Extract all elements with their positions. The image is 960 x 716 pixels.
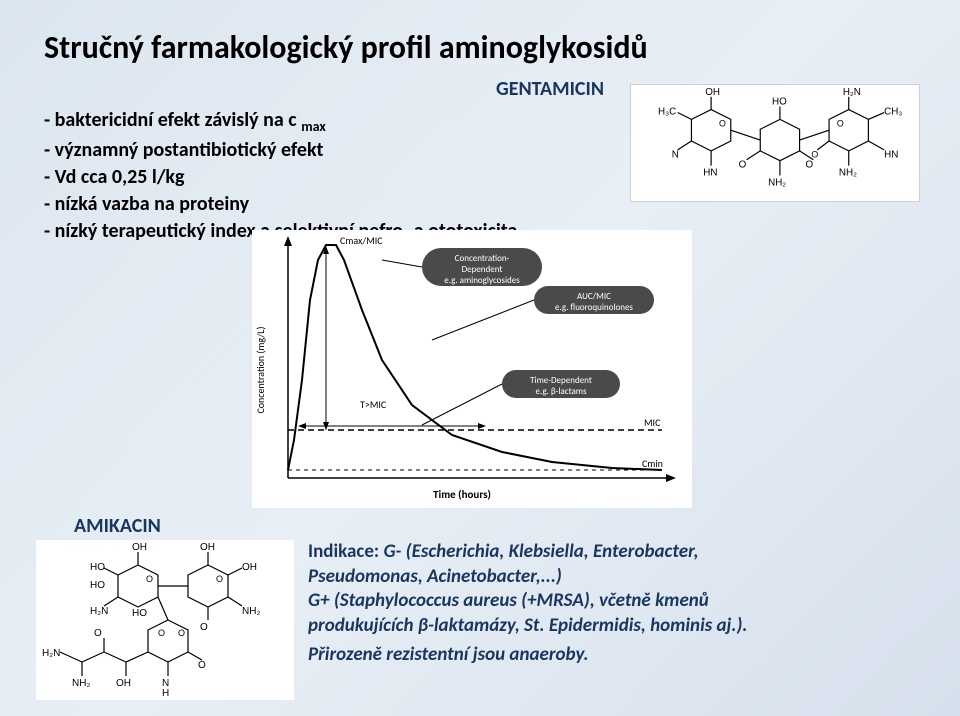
svg-text:H₂N: H₂N bbox=[843, 87, 861, 98]
svg-text:O: O bbox=[158, 628, 165, 638]
svg-text:O: O bbox=[146, 574, 153, 584]
svg-text:T>MIC: T>MIC bbox=[360, 398, 387, 411]
pk-pd-chart: Concentration (mg/L) Time (hours) Cmax/MIC… bbox=[252, 230, 692, 508]
svg-text:O: O bbox=[811, 150, 818, 160]
svg-text:Time-Dependent: Time-Dependent bbox=[530, 375, 592, 386]
gentamicin-structure: OH H₃C N O HN HO O O NH₂ O H₂N CH₃ HN NH… bbox=[630, 84, 920, 202]
svg-text:HO: HO bbox=[90, 580, 105, 591]
svg-text:HN: HN bbox=[884, 150, 898, 161]
svg-text:HN: HN bbox=[703, 167, 717, 178]
svg-text:e.g. β-lactams: e.g. β-lactams bbox=[535, 386, 587, 397]
svg-text:MIC: MIC bbox=[644, 416, 661, 429]
svg-text:HO: HO bbox=[132, 608, 147, 619]
svg-text:OH: OH bbox=[705, 87, 720, 98]
svg-text:Cmax/MIC: Cmax/MIC bbox=[340, 234, 383, 247]
svg-text:Cmin: Cmin bbox=[642, 457, 663, 470]
svg-text:NH₂: NH₂ bbox=[72, 678, 90, 689]
svg-text:e.g. fluoroquinolones: e.g. fluoroquinolones bbox=[555, 302, 633, 313]
svg-text:O: O bbox=[178, 628, 185, 638]
svg-text:O: O bbox=[216, 574, 223, 584]
slide-title: Stručný farmakologický profil aminoglyko… bbox=[44, 28, 916, 67]
svg-text:O: O bbox=[739, 160, 747, 171]
svg-text:O: O bbox=[94, 628, 102, 639]
svg-text:H₂N: H₂N bbox=[90, 606, 108, 617]
svg-text:Concentration-: Concentration- bbox=[455, 253, 510, 264]
svg-text:OH: OH bbox=[200, 542, 215, 553]
svg-text:e.g. aminoglycosides: e.g. aminoglycosides bbox=[444, 275, 520, 286]
svg-text:CH₃: CH₃ bbox=[884, 106, 902, 117]
svg-text:NH₂: NH₂ bbox=[242, 606, 260, 617]
svg-text:OH: OH bbox=[116, 678, 131, 689]
amikacin-structure: OH HO H₂N O HO OH O OH NH₂ O O HO O N H … bbox=[36, 540, 294, 700]
svg-text:Concentration (mg/L): Concentration (mg/L) bbox=[254, 326, 267, 413]
svg-text:O: O bbox=[719, 118, 726, 128]
svg-text:Time (hours): Time (hours) bbox=[433, 488, 491, 501]
svg-text:NH₂: NH₂ bbox=[839, 167, 857, 178]
gentamicin-label: GENTAMICIN bbox=[496, 77, 604, 101]
svg-text:OH: OH bbox=[132, 542, 147, 553]
svg-text:Dependent: Dependent bbox=[462, 264, 503, 275]
svg-text:N: N bbox=[672, 150, 679, 161]
svg-text:O: O bbox=[837, 118, 844, 128]
svg-text:H: H bbox=[162, 688, 169, 699]
svg-text:O: O bbox=[198, 660, 206, 671]
svg-text:OH: OH bbox=[242, 562, 257, 573]
svg-text:HO: HO bbox=[772, 97, 787, 108]
svg-text:H₃C: H₃C bbox=[658, 106, 676, 117]
indication-text: Indikace: G- (Escherichia, Klebsiella, E… bbox=[308, 540, 928, 667]
svg-text:AUC/MIC: AUC/MIC bbox=[577, 291, 611, 302]
svg-text:O: O bbox=[805, 160, 813, 171]
svg-text:H₂N: H₂N bbox=[42, 648, 60, 659]
svg-text:HO: HO bbox=[90, 562, 105, 573]
svg-text:NH₂: NH₂ bbox=[768, 177, 786, 188]
amikacin-label: AMIKACIN bbox=[74, 514, 161, 538]
svg-text:O: O bbox=[200, 622, 208, 633]
